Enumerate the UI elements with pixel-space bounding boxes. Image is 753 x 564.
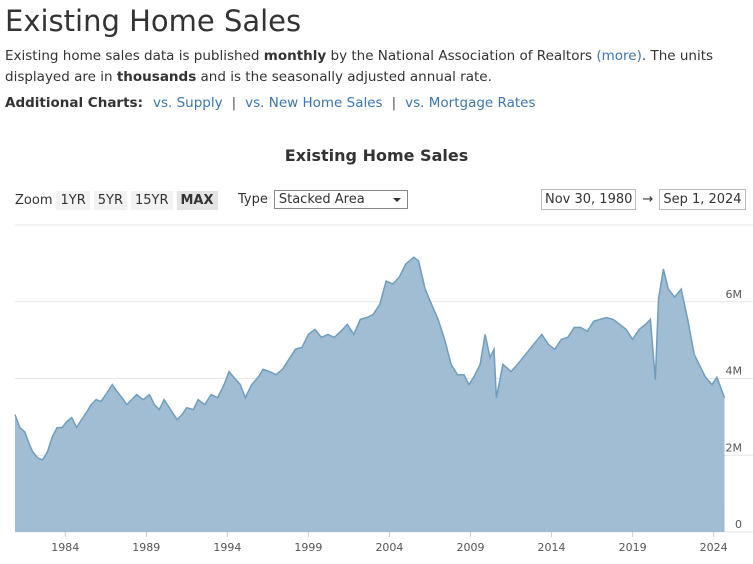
description: Existing home sales data is published mo… <box>5 46 735 88</box>
text: and is the seasonally adjusted annual ra… <box>196 69 492 85</box>
end-date[interactable]: Sep 1, 2024 <box>659 189 746 210</box>
text: Existing home sales data is published <box>5 48 264 64</box>
x-tick-label: 2019 <box>619 541 647 554</box>
x-tick-label: 1999 <box>294 541 322 554</box>
y-tick-label: 2M <box>726 441 743 454</box>
x-tick-label: 1994 <box>213 541 241 554</box>
zoom-button[interactable]: MAX <box>176 191 218 210</box>
arrow: → <box>642 192 654 207</box>
chart: 0 2M 4M 6M 1984 1989 1994 1999 2004 2009 2014 2019 2… <box>14 224 753 554</box>
more-link[interactable]: (more) <box>596 48 642 64</box>
zoom-label: Zoom <box>15 193 53 208</box>
y-tick-label: 4M <box>726 365 743 378</box>
chart-title: Existing Home Sales <box>284 146 469 165</box>
zoom-button[interactable]: 1YR <box>56 191 90 210</box>
zoom: Zoom 1YR 5YR 15YR MAX <box>15 191 218 210</box>
x-tick-label: 2024 <box>700 541 728 554</box>
date-range: Nov 30, 1980 → Sep 1, 2024 <box>541 189 746 210</box>
x-tick-label: 1984 <box>51 541 79 554</box>
start-date[interactable]: Nov 30, 1980 <box>541 189 637 210</box>
area-line <box>14 256 726 461</box>
additional-charts: Additional Charts: vs. Supply | vs. New Hom… <box>5 95 536 111</box>
area <box>15 257 725 532</box>
link[interactable]: vs. Mortgage Rates <box>405 95 536 111</box>
separator: | <box>391 95 397 111</box>
text: monthly <box>263 48 327 64</box>
type: Type Stacked Area <box>238 190 408 209</box>
text: by the National Association of Realtors <box>326 48 597 64</box>
zoom-button[interactable]: 5YR <box>93 191 127 210</box>
text: thousands <box>116 69 197 85</box>
link[interactable]: vs. New Home Sales <box>245 95 383 111</box>
label: Additional Charts: <box>5 95 143 111</box>
x-tick-label: 2009 <box>457 541 485 554</box>
separator: | <box>231 95 237 111</box>
text: . The units displayed are in <box>5 48 714 85</box>
y-tick-label: 0 <box>735 518 742 531</box>
x-tick-label: 2014 <box>538 541 566 554</box>
type-label: Type <box>238 192 268 207</box>
link[interactable]: vs. Supply <box>152 95 223 111</box>
y-tick-label: 6M <box>726 288 743 301</box>
x-tick-label: 1989 <box>132 541 160 554</box>
page-title: Existing Home Sales <box>5 4 302 38</box>
zoom-button[interactable]: 15YR <box>130 191 173 210</box>
x-tick-label: 2004 <box>375 541 403 554</box>
type-select[interactable]: Stacked Area <box>273 190 408 209</box>
